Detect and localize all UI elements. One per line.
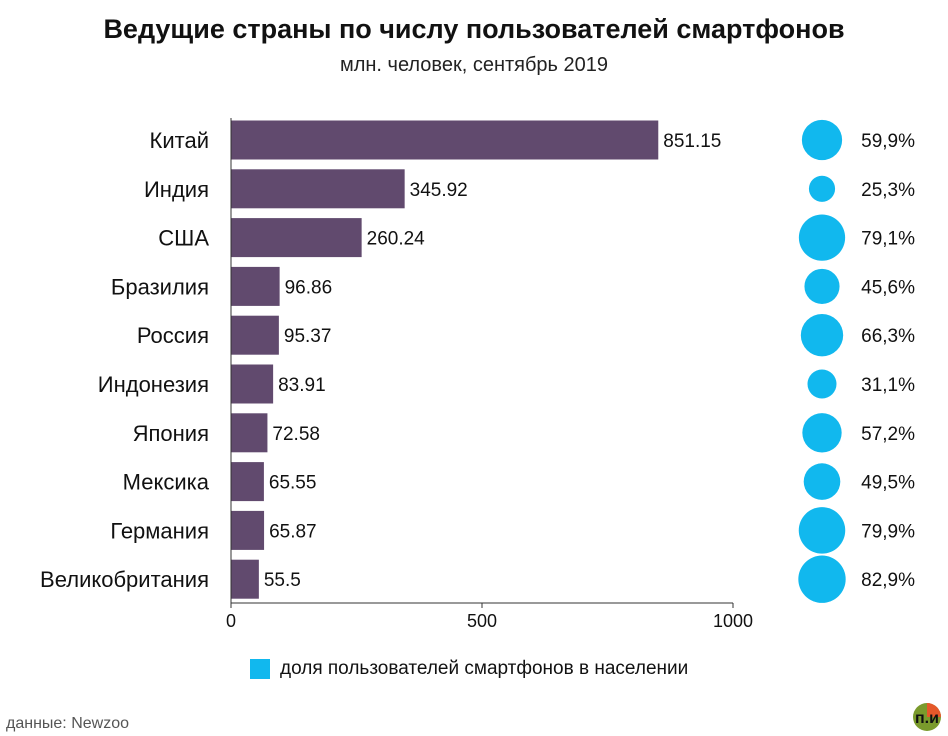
category-label: Бразилия xyxy=(111,274,209,299)
share-label: 31,1% xyxy=(861,375,915,396)
value-label: 83.91 xyxy=(278,375,326,396)
chart-title: Ведущие страны по числу пользователей см… xyxy=(103,14,845,44)
x-tick-label: 0 xyxy=(226,611,236,631)
bar xyxy=(231,315,279,355)
bar xyxy=(231,266,280,306)
share-label: 79,1% xyxy=(861,229,915,250)
source-note: данные: Newzoo xyxy=(6,715,129,732)
svg-text:п.и: п.и xyxy=(915,710,939,727)
value-label: 72.58 xyxy=(272,424,320,445)
bar xyxy=(231,462,264,502)
share-bubble xyxy=(800,314,844,357)
share-label: 57,2% xyxy=(861,424,915,445)
share-bubble xyxy=(798,214,846,261)
value-label: 95.37 xyxy=(284,326,332,347)
value-label: 65.55 xyxy=(269,473,317,494)
legend-label: доля пользователей смартфонов в населени… xyxy=(280,658,689,679)
legend: доля пользователей смартфонов в населени… xyxy=(250,657,688,681)
legend-swatch xyxy=(250,659,270,679)
share-label: 82,9% xyxy=(861,570,915,591)
bar xyxy=(231,218,362,258)
value-label: 851.15 xyxy=(663,131,721,152)
x-tick-label: 500 xyxy=(467,611,497,631)
share-bubble xyxy=(807,369,837,399)
value-label: 65.87 xyxy=(269,521,317,542)
share-bubble xyxy=(801,119,843,161)
bar xyxy=(231,364,274,404)
share-bubble xyxy=(808,175,836,202)
bar xyxy=(231,413,268,453)
share-label: 59,9% xyxy=(861,131,915,152)
category-label: Китай xyxy=(150,128,209,153)
bar xyxy=(231,510,265,550)
share-bubble xyxy=(798,507,846,554)
chart-subtitle: млн. человек, сентябрь 2019 xyxy=(339,54,609,76)
share-bubble xyxy=(803,463,841,500)
category-label: Индия xyxy=(144,177,209,202)
value-label: 260.24 xyxy=(367,229,426,250)
share-label: 79,9% xyxy=(861,521,915,542)
publisher-logo-icon: п.и xyxy=(913,703,941,731)
bar xyxy=(231,169,405,209)
value-label: 345.92 xyxy=(410,180,468,201)
category-label: Мексика xyxy=(123,470,210,495)
category-label: Япония xyxy=(133,421,209,446)
share-label: 49,5% xyxy=(861,473,915,494)
category-label: США xyxy=(158,226,209,251)
category-label: Великобритания xyxy=(40,567,209,592)
bar xyxy=(231,120,659,160)
category-label: Индонезия xyxy=(98,372,209,397)
category-label: Германия xyxy=(110,518,209,543)
value-label: 96.86 xyxy=(285,277,333,298)
share-label: 66,3% xyxy=(861,326,915,347)
share-label: 45,6% xyxy=(861,277,915,298)
share-bubble xyxy=(798,555,846,603)
share-bubble xyxy=(804,268,840,304)
bar xyxy=(231,559,259,599)
value-label: 55.5 xyxy=(264,570,301,591)
share-bubble xyxy=(802,413,842,453)
category-label: Россия xyxy=(137,323,209,348)
x-tick-label: 1000 xyxy=(713,611,753,631)
share-label: 25,3% xyxy=(861,180,915,201)
